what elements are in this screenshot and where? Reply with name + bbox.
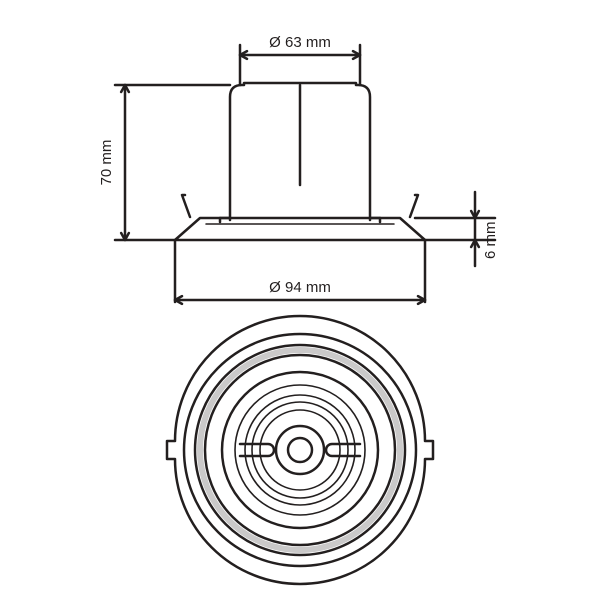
label-t6: 6 mm: [482, 222, 499, 260]
tech-drawing: Ø 63 mm 70 mm 6 mm Ø 94 mm: [0, 0, 600, 600]
label-d94: Ø 94 mm: [269, 279, 331, 296]
label-h70: 70 mm: [98, 140, 115, 186]
label-d63: Ø 63 mm: [269, 34, 331, 51]
